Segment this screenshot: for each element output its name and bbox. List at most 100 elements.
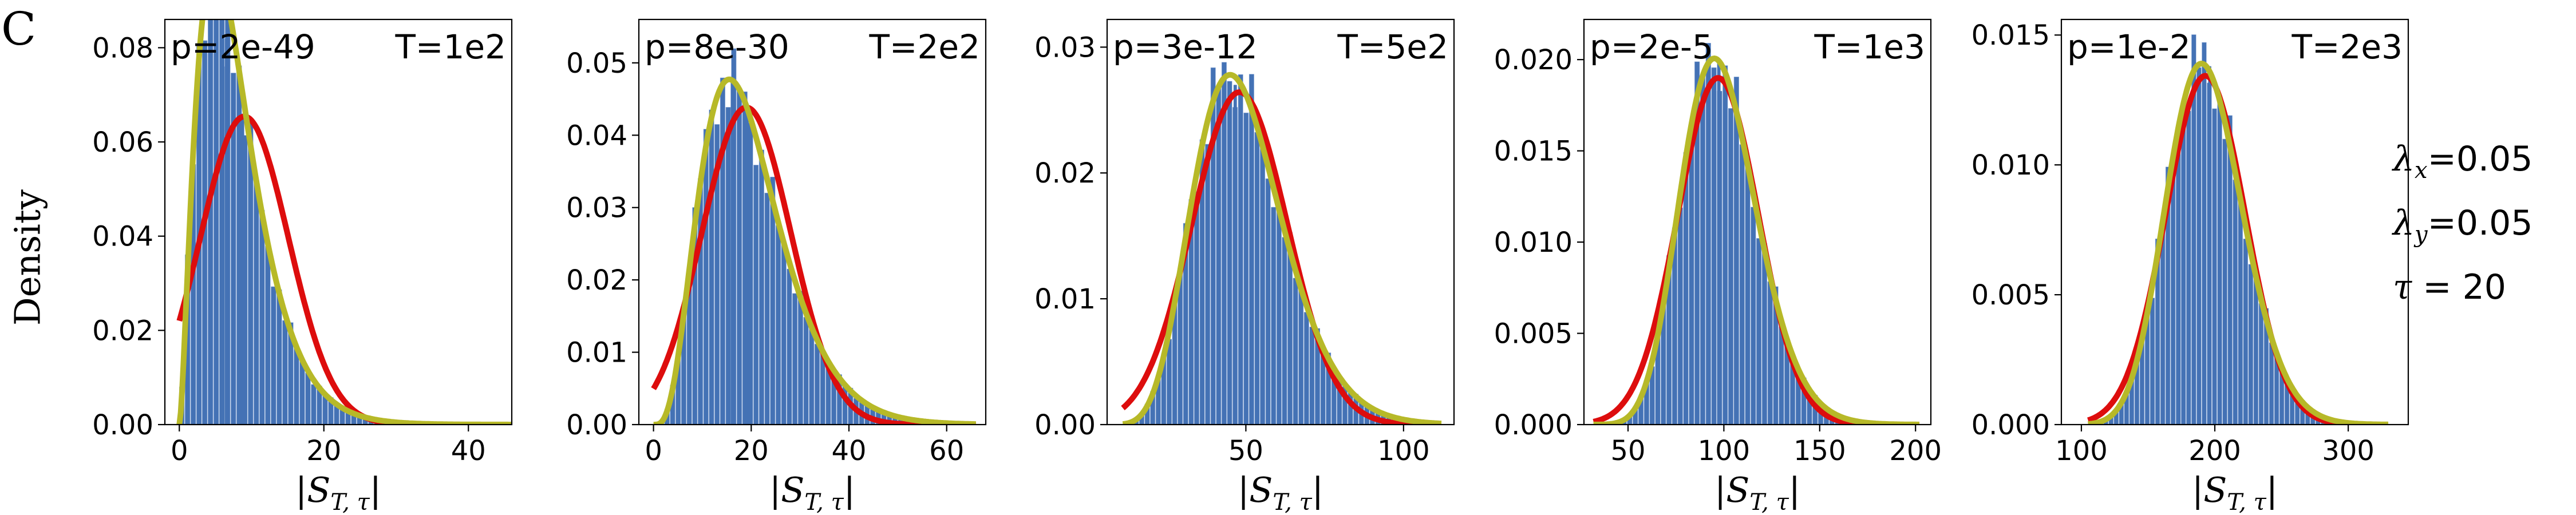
param-lambda-x-symbol: λ	[2393, 139, 2415, 179]
y-tick-label: 0.04	[566, 120, 627, 152]
x-tick-label: 40	[831, 435, 866, 467]
y-tick-label: 0.03	[566, 192, 627, 224]
x-tick-label: 300	[2322, 435, 2374, 467]
param-tau-value: = 20	[2412, 267, 2506, 307]
hist-bar	[2212, 108, 2217, 425]
p-value-label: p=8e-30	[645, 27, 789, 66]
y-tick-label: 0.020	[1494, 44, 1573, 76]
x-tick-label: 200	[2188, 435, 2241, 467]
hist-bar	[1260, 142, 1266, 425]
hist-bar	[1233, 85, 1237, 425]
hist-bar	[2150, 298, 2155, 425]
axes-frame	[2060, 18, 2409, 426]
hist-bar	[305, 373, 311, 425]
hist-bar	[1767, 281, 1773, 425]
hist-bar	[1271, 207, 1277, 425]
hist-bar	[1677, 207, 1683, 425]
y-tick-label: 0.02	[1034, 157, 1096, 189]
gamma-fit-curve	[1592, 56, 1921, 425]
p-value-label: p=1e-2	[2067, 27, 2191, 66]
T-value-label: T=1e2	[394, 27, 506, 66]
x-tick-label: 20	[734, 435, 769, 467]
hist-bar	[1222, 74, 1226, 425]
axes-frame	[164, 18, 513, 426]
x-axis-label: |ST, τ|	[295, 470, 381, 515]
y-tick-label: 0.08	[92, 32, 153, 64]
hist-bar	[311, 384, 317, 425]
y-tick-label: 0.015	[1971, 19, 2050, 52]
hist-bar	[1249, 74, 1254, 425]
p-value-label: p=2e-5	[1590, 27, 1713, 66]
y-tick-label: 0.01	[566, 337, 627, 369]
hist-bar	[2222, 138, 2227, 425]
hist-bar	[1779, 326, 1784, 425]
hist-bar	[1717, 61, 1721, 425]
axes-frame	[1583, 18, 1932, 426]
histogram-panel-3: 0.00 0.01 0.02 0.03 50 100 |ST, τ| p=3e-12 T=5e2	[1034, 18, 1455, 515]
hist-bar	[1745, 160, 1751, 425]
hist-bar	[1700, 76, 1706, 425]
x-tick-label: 60	[929, 435, 964, 467]
hist-bar	[1227, 81, 1232, 425]
x-axis-label: |ST, τ|	[2192, 470, 2278, 515]
hist-bar	[271, 286, 276, 425]
hist-bar	[2243, 239, 2249, 425]
hist-bar	[730, 77, 734, 425]
gamma-fit-curve	[1121, 72, 1443, 425]
p-value-label: p=3e-12	[1113, 27, 1258, 66]
gamma-fit-curve	[2086, 61, 2390, 425]
y-tick-label: 0.010	[1494, 227, 1573, 259]
hist-bar	[224, 38, 228, 425]
hist-bar	[254, 180, 259, 425]
y-tick-label: 0.000	[1494, 409, 1573, 441]
y-tick-label: 0.00	[92, 409, 153, 441]
hist-bar	[775, 225, 781, 425]
hist-bar	[282, 320, 288, 425]
hist-bar	[736, 88, 742, 425]
hist-bar	[792, 293, 798, 425]
hist-bar	[265, 245, 271, 425]
parameter-legend: λx=0.05 λy=0.05 τ = 20	[2393, 133, 2533, 314]
param-tau: τ = 20	[2393, 261, 2533, 314]
x-axis-label: |ST, τ|	[769, 470, 855, 515]
param-lambda-y: λy=0.05	[2393, 197, 2533, 261]
hist-bar	[2177, 154, 2181, 425]
histogram-panel-4: 0.000 0.005 0.010 0.015 0.020 50 100 150 200 |ST,…	[1494, 18, 1942, 515]
param-lambda-x-sub: x	[2415, 157, 2428, 184]
hist-bar	[745, 106, 749, 425]
hist-bar	[1210, 67, 1216, 425]
hist-bar	[1309, 327, 1315, 425]
hist-bar	[1293, 278, 1298, 425]
hist-bar	[2186, 110, 2191, 425]
hist-bar	[2202, 42, 2207, 425]
hist-bar	[1694, 61, 1700, 425]
hist-bar	[1739, 144, 1745, 425]
histogram-panel-2: 0.00 0.01 0.02 0.03 0.04 0.05 0 20 40 60 |ST, τ| p=…	[566, 18, 987, 515]
histogram-panel-5: 0.000 0.005 0.010 0.015 100 200 300 |ST, τ| p=1e…	[1971, 18, 2409, 515]
hist-bar	[2233, 179, 2238, 425]
axes-frame	[638, 18, 987, 426]
hist-bar	[1756, 238, 1762, 425]
T-value-label: T=2e2	[868, 27, 980, 66]
hist-bar	[1303, 312, 1309, 425]
x-tick-label: 20	[306, 435, 341, 467]
y-tick-label: 0.000	[1971, 409, 2050, 441]
hist-bar	[1254, 132, 1260, 425]
hist-bar	[1265, 178, 1271, 425]
hist-bar	[814, 343, 820, 425]
y-tick-label: 0.01	[1034, 283, 1096, 315]
x-tick-label: 40	[451, 435, 486, 467]
T-value-label: T=2e3	[2291, 27, 2403, 66]
y-tick-label: 0.02	[566, 264, 627, 296]
y-tick-label: 0.03	[1034, 31, 1096, 64]
hist-bar	[1728, 108, 1734, 425]
hist-bar	[1276, 199, 1282, 425]
hist-bar	[1734, 100, 1738, 425]
hist-bar	[725, 107, 731, 425]
hist-bar	[294, 347, 299, 425]
y-tick-label: 0.00	[566, 409, 627, 441]
hist-bar	[288, 322, 294, 425]
y-tick-label: 0.015	[1494, 136, 1573, 168]
hist-bar	[753, 165, 759, 425]
hist-bar	[748, 122, 753, 425]
